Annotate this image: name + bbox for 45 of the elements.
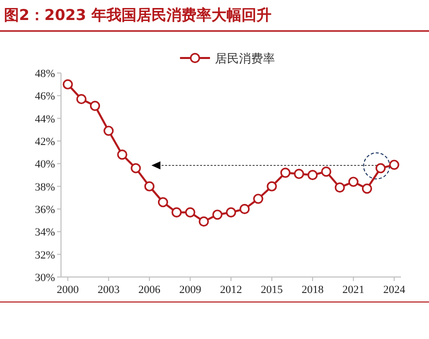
point [389, 160, 400, 170]
x-tick-label: 2009 [179, 284, 202, 296]
x-tick-label: 2018 [302, 284, 324, 296]
y-tick-label: 30% [34, 272, 55, 284]
x-tick-label: 2024 [383, 284, 406, 296]
point [144, 181, 154, 192]
point [117, 150, 128, 160]
x-tick-label: 2012 [220, 284, 242, 296]
point [362, 184, 372, 194]
x-tick-label: 2006 [138, 284, 161, 296]
x-tick-label: 2000 [56, 284, 80, 296]
y-tick-label: 40% [34, 158, 55, 171]
y-tick-label: 32% [34, 249, 55, 262]
point [253, 194, 264, 204]
y-tick-label: 42% [34, 136, 55, 148]
point [198, 216, 209, 227]
point [266, 181, 277, 192]
chart-title: 图2：2023 年我国居民消费率大幅回升 [4, 6, 272, 24]
x-tick-label: 2021 [342, 284, 364, 296]
point [104, 126, 114, 136]
y-tick-label: 36% [34, 204, 55, 216]
point [76, 94, 86, 104]
point [130, 163, 141, 174]
point [294, 168, 304, 179]
point [334, 182, 345, 193]
point [158, 197, 168, 208]
point [308, 170, 318, 180]
x-tick-label: 2015 [260, 284, 284, 296]
point [90, 100, 100, 111]
point [280, 168, 290, 178]
x-tick-label: 2003 [98, 284, 120, 296]
y-tick-label: 34% [34, 226, 55, 239]
point [240, 204, 250, 214]
point [348, 176, 358, 187]
legend-label: 居民消费率 [215, 52, 275, 66]
point [226, 207, 236, 218]
point [321, 166, 332, 177]
y-tick-label: 46% [34, 90, 55, 103]
point [62, 79, 73, 90]
y-tick-label: 38% [34, 181, 55, 194]
y-tick-label: 48% [34, 68, 55, 80]
point [172, 207, 182, 218]
point [212, 210, 222, 220]
point [185, 207, 196, 218]
y-tick-label: 44% [34, 113, 55, 126]
